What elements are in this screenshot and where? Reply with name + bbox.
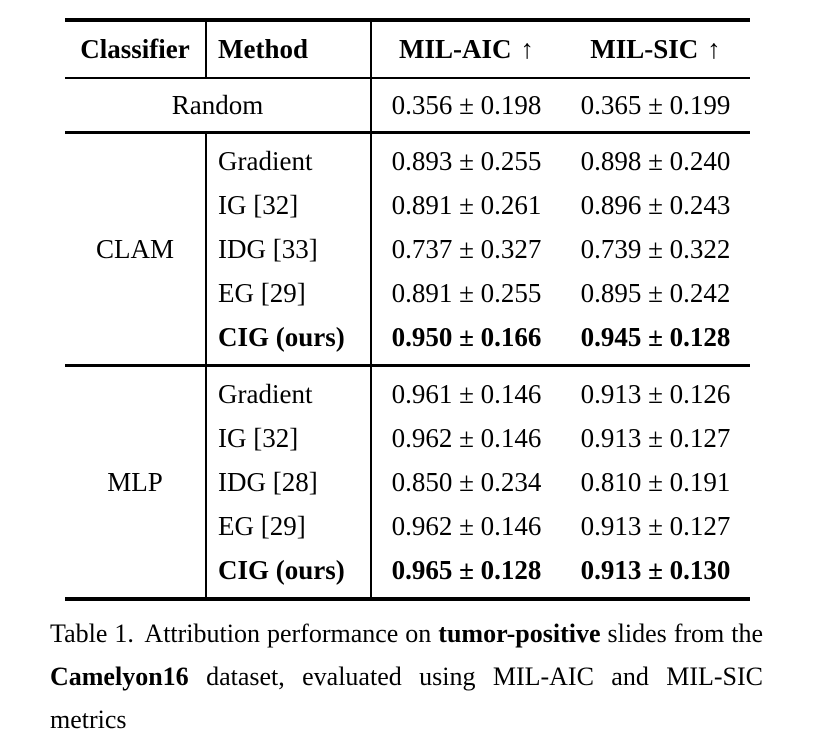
results-table: Classifier Method MIL-AIC ↑ MIL-SIC ↑ Ra… xyxy=(65,18,750,601)
random-label-cell: Random xyxy=(65,79,372,131)
method-cell: Gradient xyxy=(218,379,313,409)
mlp-group: MLP Gradient IG [32] IDG [28] EG [29] CI… xyxy=(65,367,750,597)
mil-sic-value: 0.896 ± 0.243 xyxy=(580,190,731,220)
up-arrow-icon: ↑ xyxy=(707,34,721,64)
mlp-classifier-cell: MLP xyxy=(65,367,207,597)
random-mil-sic-value: 0.365 ± 0.199 xyxy=(580,89,731,120)
mil-aic-value: 0.850 ± 0.234 xyxy=(391,467,542,497)
clam-classifier-cell: CLAM xyxy=(65,134,207,364)
mil-aic-value: 0.891 ± 0.255 xyxy=(391,278,542,308)
header-classifier-label: Classifier xyxy=(80,34,190,64)
method-cell: EG [29] xyxy=(218,511,306,541)
clam-group: CLAM Gradient IG [32] IDG [33] EG [29] C… xyxy=(65,134,750,367)
caption-table-number: Table 1. xyxy=(50,619,134,648)
caption-text: dataset, evaluated using MIL-AIC and MIL… xyxy=(50,662,764,734)
header-classifier: Classifier xyxy=(65,22,207,77)
mil-aic-value: 0.891 ± 0.261 xyxy=(391,190,542,220)
header-mil-sic-label: MIL-SIC xyxy=(590,34,699,64)
method-cell: IDG [33] xyxy=(218,234,318,264)
header-mil-aic-label: MIL-AIC xyxy=(399,34,512,64)
random-label: Random xyxy=(171,89,264,120)
mil-sic-value-ours: 0.945 ± 0.128 xyxy=(580,322,731,352)
mlp-method-column: Gradient IG [32] IDG [28] EG [29] CIG (o… xyxy=(207,367,372,597)
table-header-row: Classifier Method MIL-AIC ↑ MIL-SIC ↑ xyxy=(65,22,750,79)
mil-sic-value: 0.913 ± 0.126 xyxy=(580,379,731,409)
method-cell-ours: CIG (ours) xyxy=(218,555,345,585)
table-caption: Table 1. Attribution performance on tumo… xyxy=(50,612,763,741)
up-arrow-icon: ↑ xyxy=(520,34,535,64)
mil-sic-value: 0.739 ± 0.322 xyxy=(580,234,731,264)
mil-aic-value: 0.737 ± 0.327 xyxy=(391,234,542,264)
mlp-mil-aic-column: 0.961 ± 0.146 0.962 ± 0.146 0.850 ± 0.23… xyxy=(372,367,561,597)
mil-sic-value-ours: 0.913 ± 0.130 xyxy=(580,555,731,585)
header-mil-aic: MIL-AIC ↑ xyxy=(372,22,561,77)
mil-sic-value: 0.913 ± 0.127 xyxy=(580,511,731,541)
random-mil-aic-value: 0.356 ± 0.198 xyxy=(391,89,542,120)
method-cell-ours: CIG (ours) xyxy=(218,322,345,352)
clam-mil-aic-column: 0.893 ± 0.255 0.891 ± 0.261 0.737 ± 0.32… xyxy=(372,134,561,364)
method-cell: IG [32] xyxy=(218,190,299,220)
caption-bold-camelyon16: Camelyon16 xyxy=(50,662,189,691)
mil-aic-value: 0.893 ± 0.255 xyxy=(391,146,542,176)
header-mil-sic: MIL-SIC ↑ xyxy=(561,22,750,77)
caption-bold-tumor-positive: tumor-positive xyxy=(438,619,601,648)
header-method-label: Method xyxy=(218,34,308,64)
caption-text: slides from the xyxy=(607,619,764,648)
mil-aic-value: 0.962 ± 0.146 xyxy=(391,511,542,541)
clam-mil-sic-column: 0.898 ± 0.240 0.896 ± 0.243 0.739 ± 0.32… xyxy=(561,134,750,364)
mil-aic-value: 0.962 ± 0.146 xyxy=(391,423,542,453)
classifier-label: CLAM xyxy=(95,233,174,264)
mlp-mil-sic-column: 0.913 ± 0.126 0.913 ± 0.127 0.810 ± 0.19… xyxy=(561,367,750,597)
mil-aic-value-ours: 0.950 ± 0.166 xyxy=(391,322,542,352)
method-cell: IG [32] xyxy=(218,423,299,453)
method-cell: Gradient xyxy=(218,146,313,176)
mil-sic-value: 0.810 ± 0.191 xyxy=(580,467,731,497)
caption-text: Attribution performance on xyxy=(144,619,432,648)
random-baseline-row: Random 0.356 ± 0.198 0.365 ± 0.199 xyxy=(65,79,750,134)
classifier-label: MLP xyxy=(107,466,163,497)
header-method: Method xyxy=(207,22,372,77)
clam-method-column: Gradient IG [32] IDG [33] EG [29] CIG (o… xyxy=(207,134,372,364)
mil-sic-value: 0.898 ± 0.240 xyxy=(580,146,731,176)
mil-aic-value: 0.961 ± 0.146 xyxy=(391,379,542,409)
mil-sic-value: 0.913 ± 0.127 xyxy=(580,423,731,453)
method-cell: IDG [28] xyxy=(218,467,318,497)
mil-sic-value: 0.895 ± 0.242 xyxy=(580,278,731,308)
mil-aic-value-ours: 0.965 ± 0.128 xyxy=(391,555,542,585)
method-cell: EG [29] xyxy=(218,278,306,308)
